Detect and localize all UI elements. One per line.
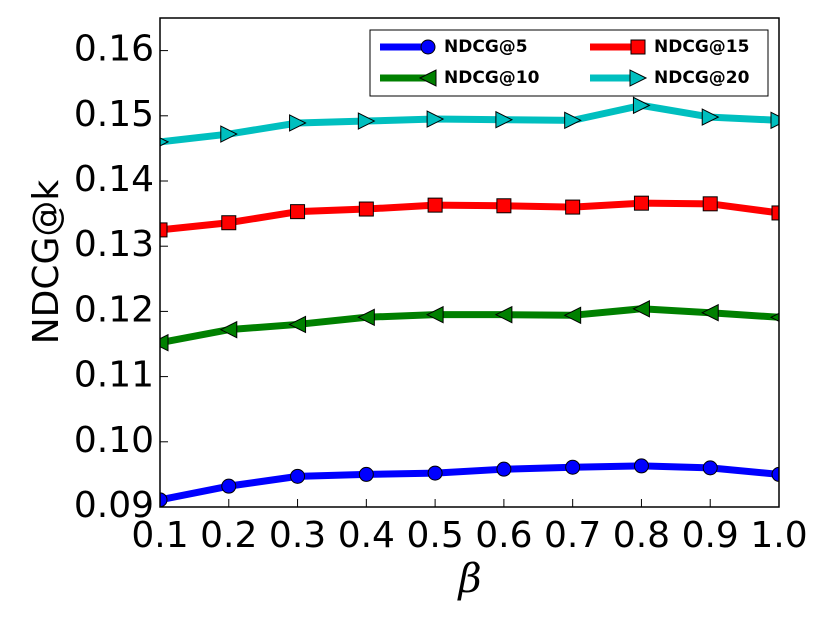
marker [771,205,779,221]
y-tick-label: 0.16 [74,29,154,70]
marker [426,110,445,128]
marker [220,125,238,143]
x-tick-label: 1.0 [750,515,807,556]
marker [289,114,307,132]
marker [629,69,648,87]
marker [358,201,374,217]
series-line [160,101,779,146]
marker [290,468,306,484]
marker [425,305,444,324]
legend-label: NDCG@15 [654,37,749,57]
marker [160,492,168,507]
x-tick-label: 0.4 [338,515,395,556]
marker [160,333,169,352]
marker [565,459,581,475]
marker [496,461,512,477]
marker [427,197,443,213]
marker [633,458,649,474]
marker [358,466,374,482]
x-tick-label: 0.1 [131,515,188,556]
marker [702,196,718,212]
marker [633,195,649,211]
legend-label: NDCG@5 [444,37,528,57]
marker [288,315,307,334]
marker [495,110,514,129]
marker [420,39,436,55]
marker [496,198,512,214]
marker [160,137,170,147]
marker [494,305,513,324]
x-tick-label: 0.7 [544,515,601,556]
marker [160,222,168,238]
marker [632,299,650,318]
x-tick-label: 0.9 [682,515,739,556]
marker [701,303,719,322]
y-tick-label: 0.10 [74,420,154,461]
y-tick-label: 0.15 [74,94,154,135]
marker [357,112,376,130]
series-line [160,462,779,504]
legend-label: NDCG@20 [654,68,750,88]
legend-label: NDCG@10 [444,68,540,88]
marker [563,306,582,325]
marker [702,460,718,476]
x-tick-label: 0.3 [269,515,326,556]
plot-frame [159,17,780,508]
y-tick-label: 0.09 [74,485,154,526]
marker [565,199,581,215]
marker [632,96,651,115]
y-axis-label: NDCG@k [26,180,67,345]
plot [160,96,779,507]
plot-area [160,18,779,507]
x-tick-label: 0.5 [406,515,463,556]
marker [290,204,306,220]
y-tick-label: 0.12 [74,289,154,330]
y-tick-label: 0.11 [74,355,154,396]
marker [769,312,779,322]
marker [564,111,582,130]
marker [771,466,779,482]
marker [418,69,437,87]
y-tick-label: 0.13 [74,224,154,265]
x-tick-label: 0.6 [475,515,532,556]
marker [701,108,720,126]
series-line [160,305,779,347]
marker [221,215,237,231]
marker [770,111,779,130]
marker [357,308,375,327]
marker [630,39,646,55]
marker [219,320,238,339]
y-tick-label: 0.14 [74,159,154,200]
x-tick-label: 0.8 [613,515,670,556]
series-line [160,199,779,234]
marker [427,465,443,481]
x-tick-label: 0.2 [200,515,257,556]
marker [221,478,237,494]
x-axis-label: β [456,556,481,602]
